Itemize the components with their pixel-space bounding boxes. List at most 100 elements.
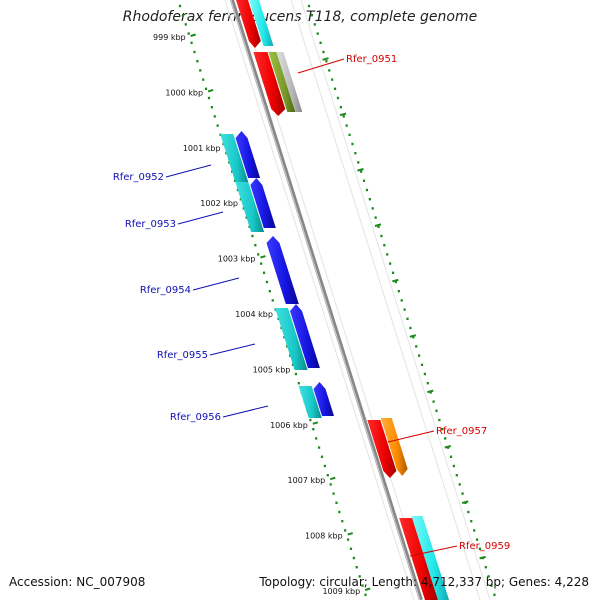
kbp-tick-right [409,334,417,338]
kbp-tick-right [427,389,434,394]
gene-label: Rfer_0952 [113,172,164,183]
ruler-dot [254,244,257,247]
kbp-tick [260,255,266,259]
ruler-dot [455,474,458,477]
kbp-tick-right [392,278,399,283]
ruler-dot [380,234,383,238]
ruler-dot [335,501,338,504]
ruler-dot [325,60,328,63]
ruler-dot [452,464,455,468]
gene-label: Rfer_0955 [157,350,208,361]
ruler-dot [320,455,324,458]
cds-cyan-feature [298,386,322,418]
ruler-dot [294,372,298,376]
ruler-dot [478,547,482,550]
ruler-dot [415,345,418,348]
ruler-dot [322,50,325,54]
ruler-dot [338,510,341,514]
ruler-dot [461,492,464,495]
kbp-tick-label: 1007 kbp [288,476,326,485]
ruler-dot [317,446,321,449]
ruler-dot [342,115,345,118]
ruler-dot [312,428,315,431]
gene-label: Rfer_0953 [125,219,176,230]
ruler-dot [193,50,196,54]
kbp-tick [312,421,319,425]
ruler-dot [349,547,353,550]
strand-bands [224,0,491,600]
ruler-dot [341,520,344,523]
ruler-dot [371,207,374,210]
ruler-dot [412,336,415,339]
gene-label: Rfer_0959 [459,541,510,552]
ruler-dot [199,69,202,72]
backbone-line [230,0,423,600]
gene-leader-line [222,405,269,418]
ruler-dot [357,161,360,164]
kbp-tick [364,587,371,591]
kbp-tick-label: 1000 kbp [165,88,203,97]
cds-features [220,0,449,600]
ruler-dot [345,124,348,127]
ruler-dot [207,96,211,100]
kbp-tick [347,532,354,536]
kbp-tick [190,33,196,37]
cds-blue-feature [250,178,276,228]
ruler-dot [467,510,470,514]
ruler-dot [316,32,319,35]
kbp-tick-label: 1006 kbp [270,421,308,430]
ruler-dot [339,106,342,109]
gene-label: Rfer_0954 [140,285,191,296]
ruler-dot [418,354,421,357]
gene-leader-line [409,545,458,557]
gene-labels: Rfer_0951 Rfer_0957 Rfer_0959 Rfer_0952 Rfer… [113,54,510,557]
ruler-dot [202,78,205,81]
ruler-dot [490,584,493,587]
ruler-dot [475,538,479,541]
accession-text: Accession: NC_007908 [9,575,146,589]
ruler-dot [426,382,429,385]
ruler-dot [358,575,361,578]
ruler-dot [377,225,380,228]
ruler-dot [323,464,326,468]
cds-cyan-feature [249,0,274,46]
gene-leader-line [209,343,256,356]
kbp-tick-label: 1005 kbp [253,365,291,374]
gene-leader-line [387,430,435,443]
ruler-dot [360,170,363,173]
ruler-dot [406,317,409,320]
ruler-dot [403,308,406,311]
gene-label: Rfer_0957 [436,426,487,437]
ruler-dot [265,280,269,284]
ruler-dot [355,566,358,569]
ruler-dot [400,299,403,302]
ruler-dot [326,474,329,477]
kbp-tick-label: 1008 kbp [305,532,343,541]
ruler-dot [389,262,392,265]
kbp-tick [329,476,336,481]
ruler-dot [257,253,260,256]
ruler-dot [365,188,369,192]
ruler-dot [210,106,213,109]
strand-band-edge [224,0,415,600]
cds-grey-feature [276,52,303,112]
cds-red-feature [367,420,397,478]
ruler-dot [313,23,316,26]
kbp-tick-label: 999 kbp [153,33,186,42]
ruler-dot [409,326,412,330]
ruler-dot [394,280,398,284]
ruler-dot [332,492,335,495]
cds-cyan-feature [275,308,308,370]
ruler-dot [336,96,340,100]
ruler-dot [315,437,318,440]
ruler-dot [181,14,184,17]
ruler-dot [196,60,199,63]
cds-blue-feature [266,236,299,304]
ruler-dot [178,4,182,8]
ruler-dot [423,372,427,376]
ruler-dot [297,382,300,385]
gene-leader-line [297,58,345,74]
ruler-dot [368,198,371,201]
kbp-tick [207,88,214,93]
